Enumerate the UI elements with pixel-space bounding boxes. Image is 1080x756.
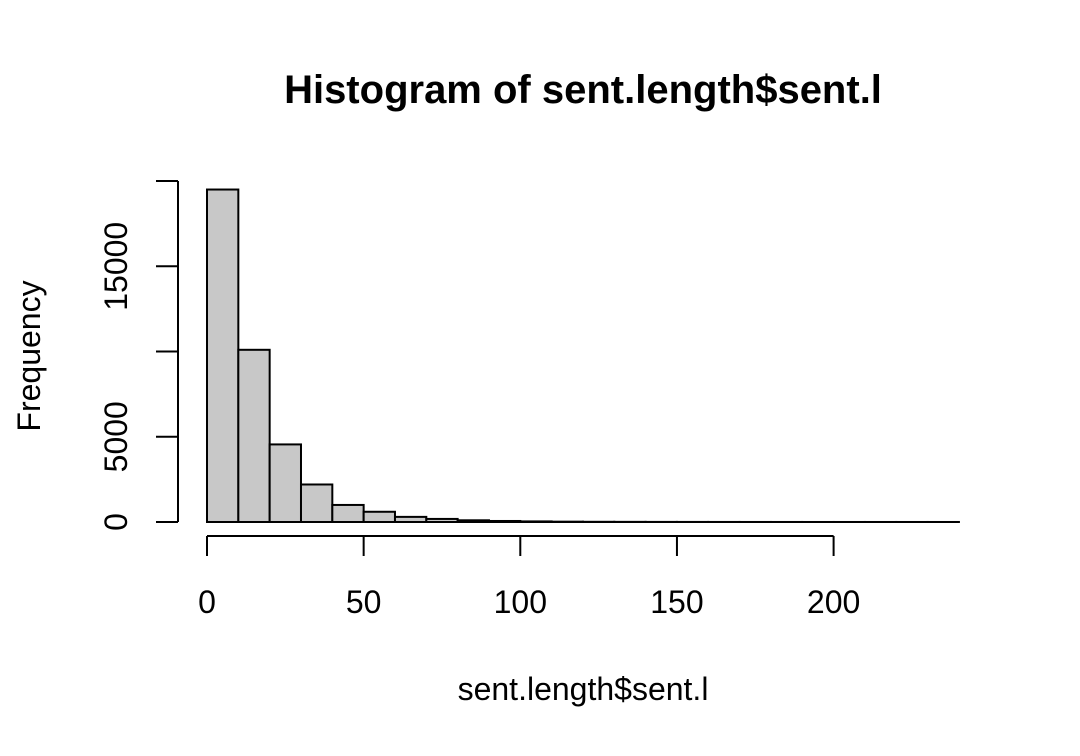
- y-axis-title: Frequency: [11, 280, 47, 431]
- histogram-bar: [299, 483, 334, 523]
- x-tick-label: 100: [494, 584, 547, 620]
- x-tick-label: 150: [650, 584, 703, 620]
- y-tick-label: 15000: [98, 222, 134, 311]
- histogram-bar: [487, 519, 522, 523]
- chart-title: Histogram of sent.length$sent.l: [284, 68, 882, 112]
- histogram-bar: [362, 510, 396, 523]
- y-tick-label: 5000: [98, 401, 134, 472]
- histogram-bar: [268, 443, 302, 524]
- histogram-bar: [425, 517, 459, 523]
- histogram-bar: [206, 188, 240, 523]
- x-tick-label: 200: [807, 584, 860, 620]
- x-axis: 0 50 100 150 200: [198, 535, 860, 620]
- x-axis-title: sent.length$sent.l: [458, 671, 709, 707]
- histogram-bars: [206, 188, 960, 524]
- histogram-bar: [393, 515, 428, 524]
- y-axis: 0 5000 15000: [98, 180, 179, 531]
- histogram-bar: [456, 519, 490, 523]
- histogram-bar: [331, 503, 365, 524]
- histogram-bar: [519, 520, 553, 524]
- x-tick-label: 50: [346, 584, 382, 620]
- histogram-bar: [237, 348, 271, 523]
- y-tick-label: 0: [98, 513, 134, 531]
- x-tick-label: 0: [198, 584, 216, 620]
